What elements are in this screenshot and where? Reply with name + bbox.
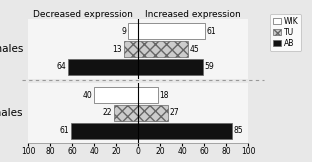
Bar — [124, 41, 138, 57]
Text: 27: 27 — [169, 109, 179, 117]
Bar — [138, 87, 158, 103]
Bar — [68, 59, 138, 75]
Text: 22: 22 — [103, 109, 112, 117]
Text: Increased expression: Increased expression — [145, 10, 241, 18]
Legend: WIK, TU, AB: WIK, TU, AB — [270, 14, 301, 51]
Text: 18: 18 — [159, 91, 169, 99]
Bar — [138, 59, 203, 75]
Y-axis label: males: males — [0, 44, 24, 54]
Text: 9: 9 — [122, 27, 126, 36]
Text: 61: 61 — [207, 27, 217, 36]
Text: 40: 40 — [83, 91, 92, 99]
Text: 61: 61 — [60, 126, 69, 135]
Bar — [114, 105, 138, 121]
Y-axis label: females: females — [0, 108, 24, 118]
Text: Decreased expression: Decreased expression — [33, 10, 133, 18]
Text: 59: 59 — [205, 63, 214, 71]
Bar — [128, 23, 138, 39]
Bar — [94, 87, 138, 103]
Bar — [71, 123, 138, 139]
Text: 13: 13 — [113, 45, 122, 53]
Bar — [138, 123, 232, 139]
Bar — [138, 23, 205, 39]
Bar — [138, 105, 168, 121]
Bar — [138, 41, 188, 57]
Text: 45: 45 — [189, 45, 199, 53]
Text: 64: 64 — [56, 63, 66, 71]
Text: 85: 85 — [233, 126, 243, 135]
